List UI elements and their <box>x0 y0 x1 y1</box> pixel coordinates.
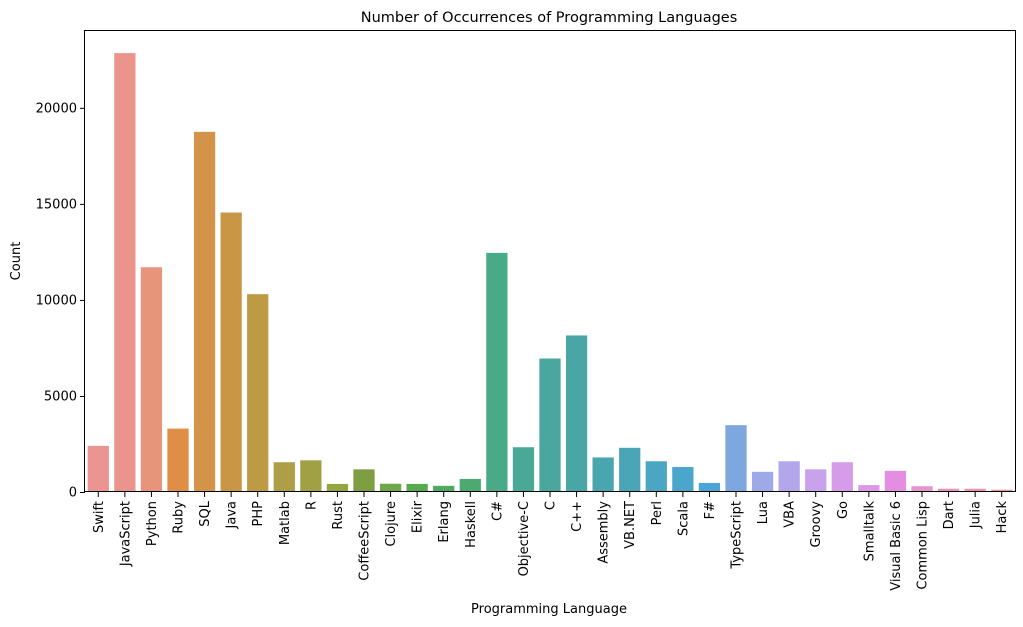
y-axis-title: Count <box>9 242 24 281</box>
bar-sql <box>193 131 216 492</box>
y-tick-label: 15000 <box>36 197 77 212</box>
x-tick-label: Java <box>225 501 240 529</box>
x-axis: Swift JavaScript Python Ruby SQL Java PHP Matla… <box>92 492 1010 591</box>
bar-javascript <box>114 53 136 493</box>
bar-hack <box>991 489 1013 492</box>
bar-smalltalk <box>858 485 880 492</box>
y-tick-label: 10000 <box>36 293 77 308</box>
bar-c <box>486 252 508 492</box>
x-tick-label: CoffeeScript <box>358 501 373 581</box>
bar-assembly <box>592 457 614 492</box>
bar-groovy <box>805 469 827 492</box>
y-tick-label: 5000 <box>44 389 77 404</box>
x-tick-label: C <box>544 501 559 510</box>
bar-ruby <box>167 428 189 492</box>
x-tick-label: Scala <box>676 501 691 536</box>
bar-c <box>565 335 588 492</box>
bar-objective-c <box>512 447 535 492</box>
x-tick-label: VBA <box>783 501 798 528</box>
bar-clojure <box>379 483 402 492</box>
bar-java <box>220 212 242 492</box>
bar-elixir <box>406 483 428 492</box>
x-axis-title: Programming Language <box>471 602 627 617</box>
x-tick-label: VB.NET <box>623 501 638 549</box>
x-tick-label: Groovy <box>809 501 824 548</box>
bar-matlab <box>273 462 295 492</box>
chart-title: Number of Occurrences of Programming Lan… <box>361 10 738 26</box>
x-tick-label: Go <box>836 501 851 519</box>
bar-visual-basic-6 <box>884 470 907 492</box>
y-axis: 0 5000 10000 15000 20000 <box>36 101 85 501</box>
y-tick-label: 20000 <box>36 101 77 116</box>
x-tick-label: Visual Basic 6 <box>889 501 904 591</box>
x-tick-label: Ruby <box>172 501 187 534</box>
bar-vba <box>778 461 800 492</box>
plot-frame <box>84 30 1016 492</box>
x-tick-label: F# <box>703 501 718 519</box>
bar-rust <box>326 483 349 492</box>
bars <box>87 53 1013 493</box>
bar-julia <box>964 488 986 492</box>
x-tick-label: Assembly <box>597 501 612 564</box>
x-tick-label: R <box>304 501 319 510</box>
x-tick-label: SQL <box>198 500 213 526</box>
x-tick-label: Julia <box>969 501 984 529</box>
x-tick-label: Swift <box>92 501 107 533</box>
x-tick-label: Hack <box>995 501 1010 534</box>
bar-f <box>698 482 721 492</box>
x-tick-label: Elixir <box>411 500 426 533</box>
x-tick-label: Common Lisp <box>916 501 931 590</box>
x-tick-label: TypeScript <box>730 501 745 570</box>
bar-common-lisp <box>911 486 933 492</box>
x-tick-label: Matlab <box>278 501 293 545</box>
x-tick-label: Smalltalk <box>862 501 877 562</box>
bar-php <box>247 294 269 492</box>
x-tick-label: Objective-C <box>517 501 532 576</box>
bar-go <box>831 462 853 492</box>
x-tick-label: Python <box>145 501 160 546</box>
x-tick-label: Lua <box>756 501 771 524</box>
x-tick-label: Erlang <box>437 501 452 543</box>
x-tick-label: C++ <box>570 501 585 532</box>
bar-coffeescript <box>353 469 375 492</box>
bar-r <box>300 460 322 492</box>
x-tick-label: C# <box>490 501 505 521</box>
bar-typescript <box>725 425 747 492</box>
bar-scala <box>672 467 694 492</box>
bar-python <box>140 267 163 492</box>
x-tick-label: Dart <box>942 501 957 529</box>
x-tick-label: PHP <box>251 501 266 527</box>
x-tick-label: Perl <box>650 501 665 525</box>
bar-perl <box>645 461 667 492</box>
x-tick-label: JavaScript <box>118 501 133 567</box>
bar-vb-net <box>619 447 641 492</box>
bar-dart <box>937 488 960 492</box>
x-tick-label: Clojure <box>384 501 399 547</box>
bar-swift <box>87 445 109 492</box>
y-tick-label: 0 <box>69 486 77 501</box>
bar-c <box>539 358 561 492</box>
bar-erlang <box>433 485 455 492</box>
x-tick-label: Rust <box>331 501 346 530</box>
bar-haskell <box>459 478 481 492</box>
x-tick-label: Haskell <box>464 501 479 548</box>
bar-lua <box>751 471 774 492</box>
